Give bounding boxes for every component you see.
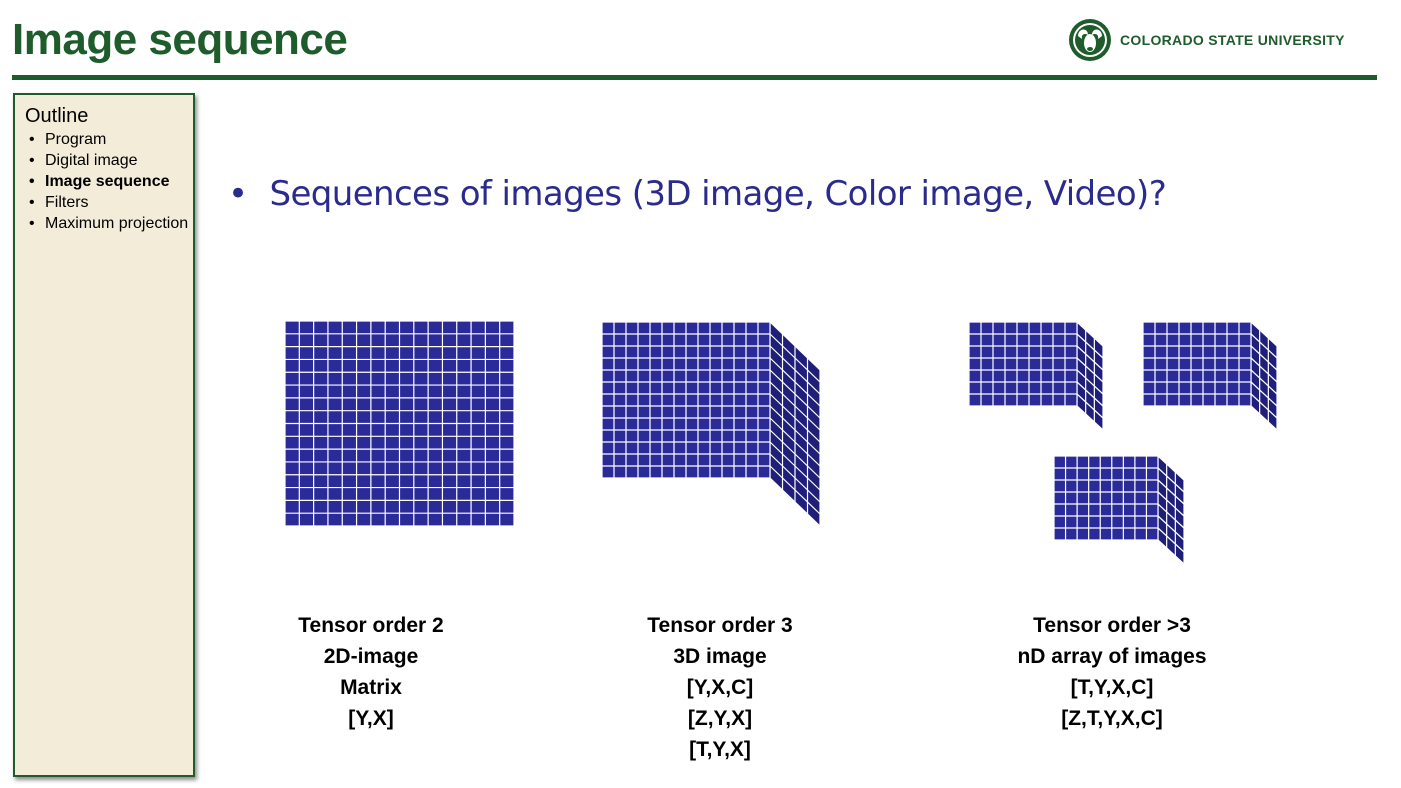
outline-item-label: Maximum projection (45, 215, 189, 232)
caption-line: nD array of images (1017, 645, 1207, 668)
nd-array-figure (967, 320, 1279, 566)
ram-logo-icon (1069, 19, 1111, 61)
slide-title: Image sequence (12, 15, 348, 64)
cube-side-face (769, 320, 821, 528)
cube-front-face (1142, 321, 1252, 407)
cube-front-face (968, 321, 1078, 407)
outline-item: • Digital image (27, 150, 192, 171)
outline-bullet: • (29, 194, 35, 211)
bullet-dot: • (228, 174, 248, 214)
caption-line: [Y,X,C] (686, 676, 754, 699)
caption-line: Tensor order >3 (1033, 614, 1191, 637)
outline-item: • Program (27, 129, 192, 150)
outline-item-label: Filters (45, 194, 89, 211)
cube-front-face (601, 321, 771, 479)
caption-line: 3D image (673, 645, 767, 668)
outline-item-label: Program (45, 131, 107, 148)
caption-line: 2D-image (323, 645, 419, 668)
matrix-face (284, 320, 515, 527)
caption-line: [T,Y,X,C] (1070, 676, 1154, 699)
caption-line: [T,Y,X] (689, 738, 751, 761)
caption-tensor-order-2: Tensor order 2 2D-image Matrix [Y,X] (211, 610, 531, 734)
caption-line: [Z,T,Y,X,C] (1061, 707, 1163, 730)
cube-front-face (1053, 455, 1159, 541)
caption-line: Tensor order 3 (647, 614, 793, 637)
outline-item-label: Image sequence (45, 173, 170, 190)
logo-wordmark: COLORADO STATE UNIVERSITY (1120, 32, 1345, 48)
outline-list: • Program • Digital image • Image sequence • Fi… (27, 129, 192, 234)
title-divider (12, 75, 1377, 80)
cube-side-face (1157, 454, 1185, 566)
caption-line: Matrix (340, 676, 402, 699)
matrix-2d-figure (284, 320, 515, 527)
main-bullet-text: Sequences of images (3D image, Color ima… (269, 174, 1167, 214)
outline-item: • Filters (27, 192, 192, 213)
caption-tensor-order-gt3: Tensor order >3 nD array of images [T,Y,… (952, 610, 1272, 734)
caption-line: [Y,X] (348, 707, 394, 730)
outline-title: Outline (25, 105, 89, 127)
cube-3d-figure (600, 320, 822, 528)
outline-bullet: • (29, 215, 35, 232)
outline-item: • Image sequence (27, 171, 192, 192)
outline-panel: Outline • Program • Digital image • Image seq… (13, 93, 195, 777)
outline-item: • Maximum projection (27, 213, 192, 234)
outline-bullet: • (29, 173, 35, 190)
caption-tensor-order-3: Tensor order 3 3D image [Y,X,C] [Z,Y,X] … (560, 610, 880, 765)
university-logo: COLORADO STATE UNIVERSITY (1068, 17, 1345, 63)
caption-line: [Z,Y,X] (687, 707, 753, 730)
outline-item-label: Digital image (45, 152, 138, 169)
cube-side-face (1076, 320, 1104, 432)
caption-line: Tensor order 2 (298, 614, 444, 637)
main-bullet: • Sequences of images (3D image, Color im… (228, 174, 1167, 214)
outline-bullet: • (29, 152, 35, 169)
cube-side-face (1250, 320, 1278, 432)
outline-bullet: • (29, 131, 35, 148)
